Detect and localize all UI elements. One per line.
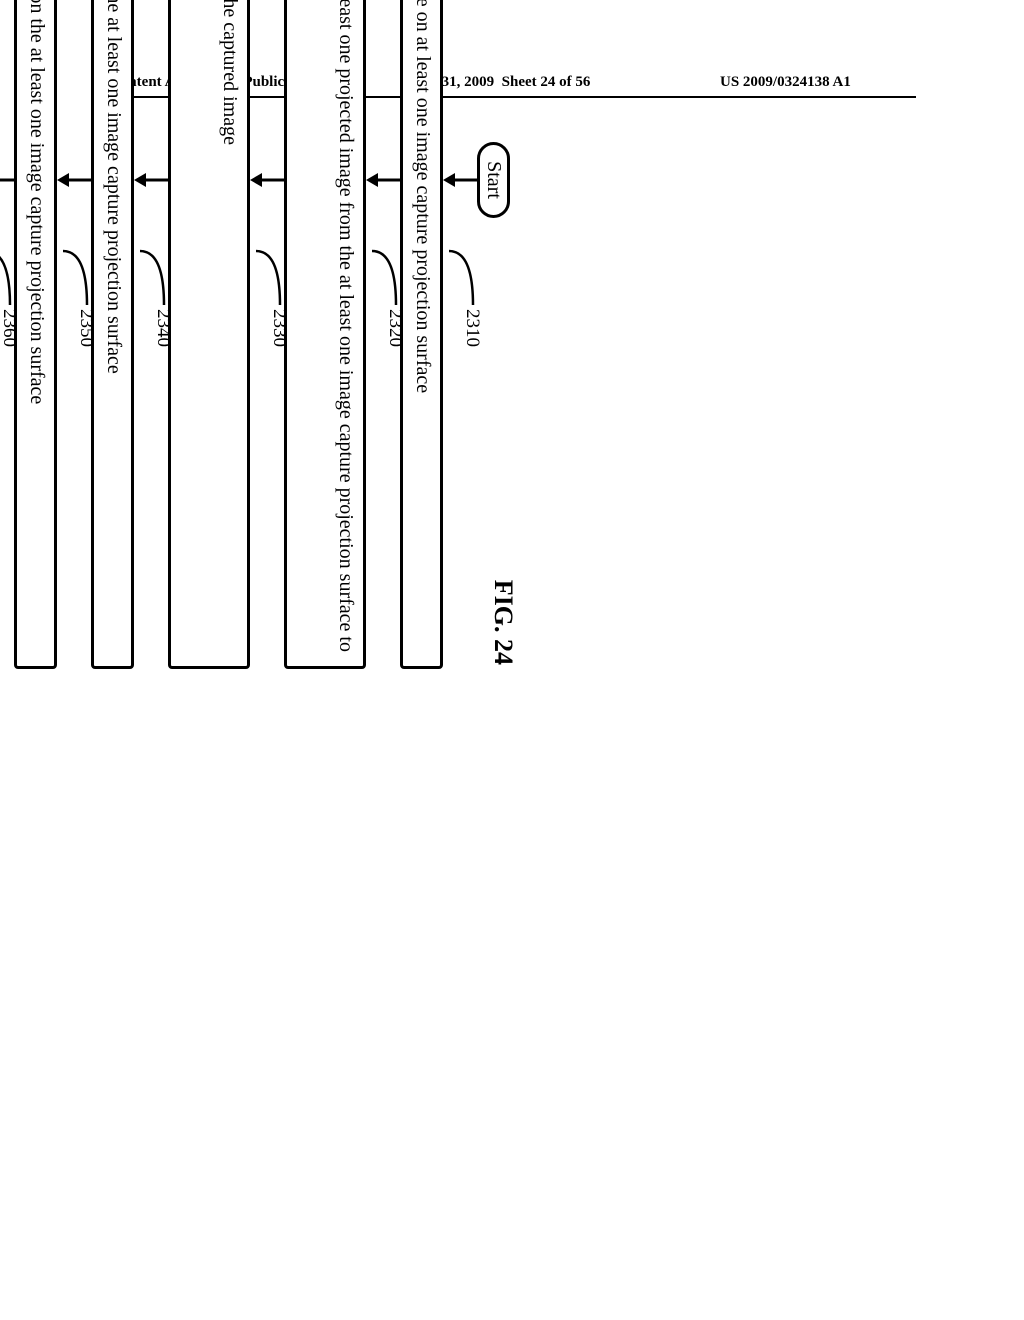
step-2310: receiving at least one projected image o… [400,0,443,669]
step-2320: capturing at least a portion of the at l… [284,0,366,669]
step-callout-2360: 2360 [0,245,16,335]
start-terminal: Start [477,142,510,218]
step-2330: communicating at least a portion of the … [168,0,250,669]
step-2340: receiving at least one user input on the… [91,0,134,669]
step-text: receiving at least one user input on the… [103,0,125,374]
step-2350: capturing the at least one user input on… [14,0,57,669]
step-callout-2330: 2330 [252,245,286,335]
header-pubnum: US 2009/0324138 A1 [720,74,851,91]
step-text: capturing at least a portion of the at l… [312,0,357,652]
step-callout-2340: 2340 [136,245,170,335]
step-text: communicating at least a portion of the … [219,0,241,145]
step-callout-2310: 2310 [445,245,479,335]
step-callout-2320: 2320 [368,245,402,335]
step-text: receiving at least one projected image o… [412,0,434,393]
step-callout-2350: 2350 [59,245,93,335]
step-text: capturing the at least one user input on… [26,0,48,404]
